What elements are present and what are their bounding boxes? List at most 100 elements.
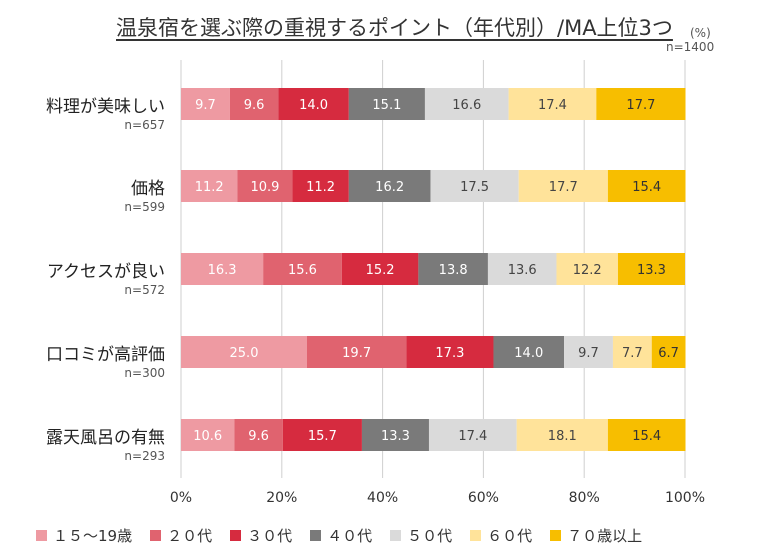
legend-item: ４０代	[310, 525, 372, 546]
bar-segment	[181, 336, 307, 368]
legend-label: ２０代	[167, 527, 213, 545]
bar-segment	[651, 336, 686, 368]
data-label: 15.4	[632, 180, 661, 195]
bar-segment	[282, 419, 362, 451]
bar-segment	[292, 170, 349, 202]
total-sample-size: n=1400	[666, 40, 715, 54]
bar-segment	[607, 419, 686, 451]
bar-segment	[234, 419, 283, 451]
bar-segment	[361, 419, 429, 451]
data-label: 19.7	[342, 346, 371, 361]
x-tick-label: 60%	[468, 490, 499, 506]
bar-segment	[348, 88, 425, 120]
bar-segment	[564, 336, 613, 368]
legend-swatch	[230, 530, 242, 541]
data-label: 9.7	[195, 98, 216, 113]
data-label: 18.1	[548, 429, 577, 444]
data-label: 17.5	[460, 180, 489, 195]
bar-segment	[237, 170, 293, 202]
data-label: 9.6	[248, 429, 269, 444]
x-tick-label: 100%	[665, 490, 705, 506]
bar-segment	[428, 419, 517, 451]
chart-legend: １５～19歳 ２０代 ３０代 ４０代 ５０代 ６０代 ７０歳以上	[36, 525, 642, 546]
legend-swatch	[36, 530, 47, 541]
legend-label: １５～19歳	[53, 527, 133, 545]
bar-segment	[487, 253, 557, 285]
bar-segment	[229, 88, 279, 120]
data-label: 15.4	[632, 429, 661, 444]
legend-item: ７０歳以上	[550, 525, 642, 546]
bar-segment	[607, 170, 686, 202]
category-label: 口コミが高評価	[46, 345, 165, 365]
data-label: 9.6	[244, 98, 265, 113]
bar-segment	[556, 253, 618, 285]
x-tick-label: 40%	[367, 490, 398, 506]
bar-segment	[596, 88, 686, 120]
data-label: 13.3	[381, 429, 410, 444]
legend-label: ５０代	[407, 527, 453, 545]
bar-segment	[263, 253, 342, 285]
category-label: 料理が美味しい	[46, 97, 165, 117]
data-label: 15.1	[372, 98, 401, 113]
data-label: 12.2	[573, 263, 602, 278]
bar-segment	[307, 336, 407, 368]
legend-item: ５０代	[390, 525, 452, 546]
bar-segment	[430, 170, 519, 202]
data-label: 25.0	[230, 346, 259, 361]
data-label: 15.6	[288, 263, 317, 278]
x-tick-label: 20%	[266, 490, 297, 506]
bar-segment	[508, 88, 597, 120]
legend-item: ３０代	[230, 525, 292, 546]
category-sample-size: n=657	[124, 118, 165, 132]
bar-segment	[181, 419, 235, 451]
bar-segment	[516, 419, 608, 451]
legend-label: ３０代	[247, 527, 293, 545]
data-label: 17.3	[435, 346, 464, 361]
data-label: 6.7	[658, 346, 679, 361]
category-label: アクセスが良い	[46, 262, 165, 282]
data-label: 15.2	[366, 263, 395, 278]
legend-item: １５～19歳	[36, 525, 132, 546]
x-tick-label: 80%	[569, 490, 600, 506]
bar-segment	[181, 170, 238, 202]
legend-swatch	[550, 530, 562, 541]
bar-segment	[518, 170, 608, 202]
data-label: 17.4	[458, 429, 487, 444]
data-label: 13.3	[637, 263, 666, 278]
legend-swatch	[150, 530, 162, 541]
bar-segment	[181, 88, 230, 120]
bar-segment	[278, 88, 349, 120]
legend-swatch	[390, 530, 402, 541]
legend-label: ６０代	[487, 527, 533, 545]
data-label: 14.0	[299, 98, 328, 113]
data-label: 14.0	[514, 346, 543, 361]
category-label: 価格	[131, 179, 165, 199]
bar-segment	[181, 253, 264, 285]
category-sample-size: n=293	[124, 449, 165, 463]
bar-segment	[617, 253, 685, 285]
category-sample-size: n=599	[124, 200, 165, 214]
data-label: 10.6	[193, 429, 222, 444]
category-sample-size: n=300	[124, 366, 165, 380]
data-label: 11.2	[195, 180, 224, 195]
legend-label: ４０代	[327, 527, 373, 545]
bar-segment	[406, 336, 494, 368]
data-label: 15.7	[308, 429, 337, 444]
legend-item: ２０代	[150, 525, 212, 546]
data-label: 10.9	[250, 180, 279, 195]
bar-segment	[493, 336, 565, 368]
data-label: 16.2	[375, 180, 404, 195]
bar-segment	[348, 170, 431, 202]
bar-segment	[418, 253, 488, 285]
category-sample-size: n=572	[124, 283, 165, 297]
chart-title: 温泉宿を選ぶ際の重視するポイント（年代別）/MA上位3つ	[116, 16, 673, 40]
data-label: 11.2	[306, 180, 335, 195]
category-label: 露天風呂の有無	[46, 428, 165, 448]
data-label: 17.7	[626, 98, 655, 113]
data-label: 17.7	[549, 180, 578, 195]
legend-swatch	[470, 530, 482, 541]
bar-segment	[341, 253, 419, 285]
data-label: 13.6	[508, 263, 537, 278]
data-label: 7.7	[622, 346, 643, 361]
